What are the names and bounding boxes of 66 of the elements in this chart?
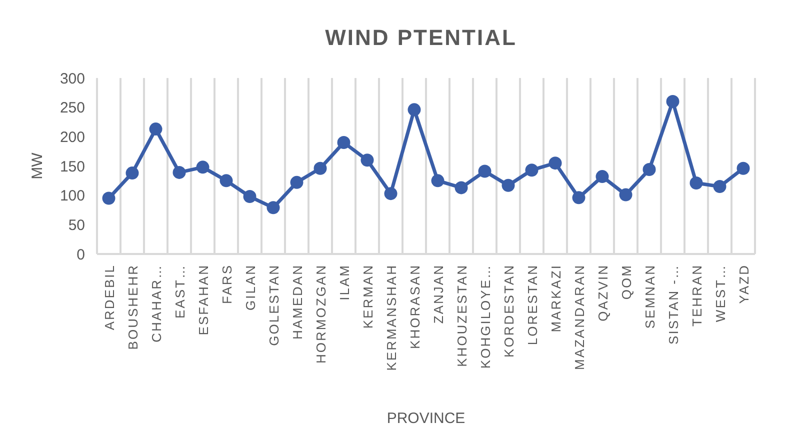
point xyxy=(149,122,162,136)
point xyxy=(502,178,515,192)
x-tick-label: KOHGILOYE… xyxy=(478,264,493,369)
point xyxy=(360,154,374,167)
point xyxy=(713,180,726,194)
x-tick-label: GOLESTAN xyxy=(266,264,282,346)
x-tick-label: GILAN xyxy=(242,264,258,311)
point xyxy=(290,176,304,189)
point xyxy=(220,174,233,188)
x-tick-label: BOUSHEHR xyxy=(125,264,140,350)
point xyxy=(337,136,350,150)
point xyxy=(572,191,586,204)
x-tick-label: MAZANDARAN xyxy=(572,264,587,370)
x-tick-label: LORESTAN xyxy=(524,264,540,346)
x-tick-label: KHORASAN xyxy=(407,264,422,349)
point xyxy=(478,164,492,178)
point xyxy=(172,166,186,179)
point xyxy=(525,164,538,177)
x-tick-label: CHAHAR… xyxy=(148,264,164,342)
point xyxy=(690,176,703,190)
x-axis-title: PROVINCE xyxy=(386,410,466,427)
point xyxy=(666,94,680,108)
x-tick-label: SISTAN -… xyxy=(666,264,681,344)
x-tick-label: HAMEDAN xyxy=(290,264,305,340)
point xyxy=(548,156,562,170)
y-axis-title: MW xyxy=(29,152,46,180)
y-tick-label: 150 xyxy=(60,158,85,176)
y-tick-label: 0 xyxy=(76,246,85,264)
y-tick-label: 200 xyxy=(60,128,85,146)
x-tick-label: TEHRAN xyxy=(689,264,704,326)
x-tick-label: ZANJAN xyxy=(430,264,446,324)
point xyxy=(642,163,656,176)
point xyxy=(102,192,116,205)
y-tick-label: 250 xyxy=(60,100,85,117)
point xyxy=(266,201,280,214)
point xyxy=(408,103,421,116)
x-tick-label: KHOUZESTAN xyxy=(454,264,470,367)
x-tick-label: ILAM xyxy=(336,264,352,300)
x-tick-label: FARS xyxy=(219,264,234,304)
y-tick-label: 50 xyxy=(68,216,85,234)
x-tick-label: QOM xyxy=(618,264,634,300)
point xyxy=(243,190,256,204)
chart-title: WIND PTENTIAL xyxy=(325,25,517,50)
point xyxy=(454,181,468,194)
x-tick-label: YAZD xyxy=(736,264,752,304)
x-tick-label: KERMAN xyxy=(360,264,376,329)
point xyxy=(196,160,210,174)
x-tick-label: MARKAZI xyxy=(548,264,564,332)
x-tick-label: WEST… xyxy=(712,264,728,322)
x-tick-label: KERMANSHAH xyxy=(384,264,399,371)
x-tick-label: ARDEBIL xyxy=(102,264,117,330)
x-tick-label: HORMOZGAN xyxy=(313,264,328,364)
point xyxy=(126,166,139,180)
x-tick-label: EAST… xyxy=(172,264,188,318)
point xyxy=(596,170,609,184)
y-tick-label: 100 xyxy=(60,188,85,205)
point xyxy=(431,174,444,188)
x-tick-label: ESFAHAN xyxy=(196,264,211,336)
point xyxy=(619,188,632,202)
x-tick-label: KORDESTAN xyxy=(501,264,516,358)
x-tick-label: SEMNAN xyxy=(642,264,658,329)
point xyxy=(314,162,327,175)
point xyxy=(736,162,750,175)
y-tick-label: 300 xyxy=(60,70,85,88)
x-tick-label: QAZVIN xyxy=(595,264,610,322)
point xyxy=(384,187,398,200)
